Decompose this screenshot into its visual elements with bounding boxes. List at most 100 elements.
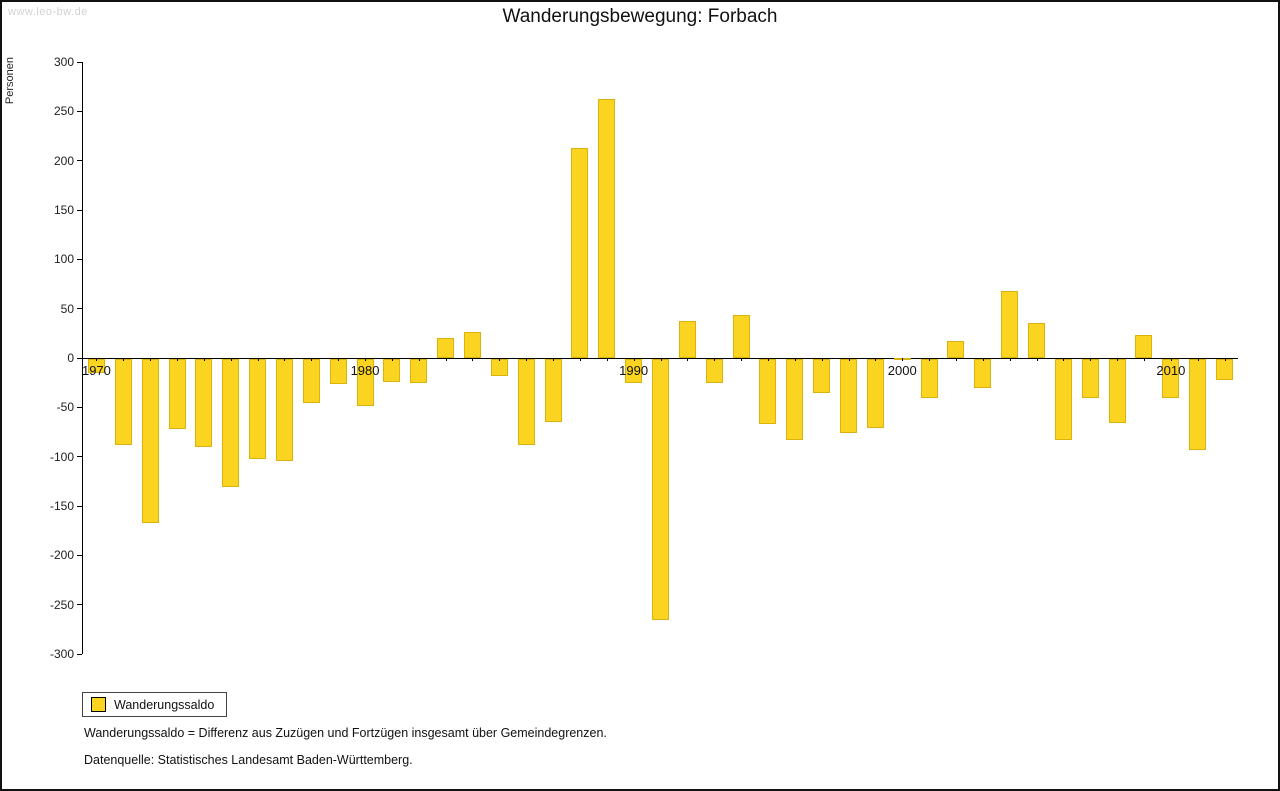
- x-axis-tick-label: 2000: [887, 363, 917, 378]
- x-axis-tick: [284, 358, 286, 361]
- y-axis-tick: [77, 505, 82, 507]
- legend-box: Wanderungssaldo: [82, 692, 228, 717]
- x-axis-tick: [767, 358, 769, 361]
- x-axis-tick: [821, 358, 823, 361]
- bar: [544, 358, 562, 422]
- x-axis-tick: [955, 358, 957, 361]
- bar: [1189, 358, 1207, 451]
- bar: [813, 358, 831, 394]
- x-axis-tick: [96, 358, 98, 361]
- bar: [759, 358, 777, 424]
- y-axis-tick: [77, 258, 82, 260]
- x-axis-tick: [794, 358, 796, 361]
- x-axis-tick: [445, 358, 447, 361]
- x-axis-tick: [1063, 358, 1065, 361]
- bar: [490, 358, 508, 377]
- legend-label: Wanderungssaldo: [114, 697, 215, 712]
- y-axis-tick-label: 0: [67, 351, 74, 365]
- bar: [705, 358, 723, 384]
- bar: [302, 358, 320, 403]
- x-axis-tick: [714, 358, 716, 361]
- bar: [947, 341, 965, 358]
- bar: [598, 98, 616, 358]
- plot-area: -300 -250 -200 -150 -100 -50 0 50 100 150 200 250 30…: [50, 55, 1238, 661]
- x-axis-tick: [687, 358, 689, 361]
- x-axis-tick: [526, 358, 528, 361]
- bar: [1108, 358, 1126, 423]
- bar: [678, 321, 696, 358]
- x-axis-tick-label: 1970: [81, 363, 111, 378]
- y-axis-tick-label: 50: [60, 301, 74, 316]
- x-axis-tick: [606, 358, 608, 361]
- bar: [1081, 358, 1099, 398]
- y-axis-tick-label: -200: [49, 548, 74, 563]
- chart-title: Wanderungsbewegung: Forbach: [502, 6, 778, 27]
- x-axis-tick: [230, 358, 232, 361]
- bar: [249, 358, 267, 460]
- x-axis-tick: [848, 358, 850, 361]
- x-axis-tick: [1143, 358, 1145, 361]
- x-axis-tick: [177, 358, 178, 361]
- x-axis-tick: [579, 358, 581, 361]
- x-axis-tick: [741, 358, 743, 361]
- y-axis-tick-label: -300: [49, 647, 74, 661]
- x-axis-tick: [123, 358, 125, 361]
- y-axis-tick: [77, 456, 82, 458]
- x-axis-tick: [150, 358, 152, 361]
- x-axis-tick: [1117, 358, 1119, 361]
- y-axis-tick: [77, 308, 82, 310]
- bar: [1001, 290, 1019, 358]
- bar: [866, 358, 884, 428]
- x-axis-tick: [1197, 358, 1199, 361]
- x-axis-tick-label: 1990: [619, 363, 649, 378]
- x-axis-tick: [660, 358, 662, 361]
- y-axis-tick-label: 250: [53, 104, 74, 119]
- x-axis-tick: [472, 358, 474, 361]
- bar: [222, 358, 240, 487]
- bar: [1135, 335, 1153, 358]
- footnote-definition: Wanderungssaldo = Differenz aus Zuzügen …: [84, 726, 607, 740]
- y-axis-tick-label: 300: [53, 55, 74, 69]
- y-axis-tick-label: -150: [49, 499, 74, 513]
- x-axis-tick: [338, 358, 340, 361]
- bar: [1216, 358, 1234, 381]
- bar: [437, 338, 455, 358]
- y-axis-tick-label: 200: [53, 153, 74, 168]
- x-axis-tick: [633, 358, 635, 361]
- x-axis-tick: [1036, 358, 1038, 361]
- bar: [974, 358, 992, 389]
- bar: [1028, 323, 1046, 358]
- y-axis-tick-label: -250: [49, 597, 74, 612]
- watermark: www.leo-bw.de: [8, 6, 88, 18]
- x-axis-tick: [1009, 358, 1011, 361]
- y-axis-tick-label: 150: [53, 203, 74, 217]
- x-axis-tick: [203, 358, 205, 361]
- bar: [840, 358, 858, 433]
- x-axis-tick: [929, 358, 931, 361]
- x-axis-tick: [311, 358, 313, 361]
- y-axis-tick-label: -100: [49, 449, 74, 464]
- x-axis-tick: [875, 358, 877, 361]
- bar: [410, 358, 428, 384]
- x-axis-tick: [1090, 358, 1092, 361]
- y-axis-tick: [77, 209, 82, 211]
- bar: [786, 358, 804, 441]
- bar: [329, 358, 347, 385]
- bar: [732, 314, 750, 358]
- x-axis-tick: [365, 358, 367, 361]
- bar: [383, 358, 401, 383]
- x-axis-tick: [553, 358, 555, 361]
- y-axis-title: Personen: [4, 57, 16, 105]
- x-axis-tick: [1170, 358, 1172, 361]
- y-axis-tick: [77, 554, 82, 556]
- bar: [463, 332, 481, 358]
- y-axis-tick: [77, 110, 82, 112]
- x-axis-tick: [391, 358, 393, 361]
- y-axis-tick: [77, 160, 82, 162]
- x-axis-tick-label: 2010: [1156, 363, 1186, 378]
- y-axis-tick: [77, 61, 82, 63]
- bar: [141, 358, 159, 524]
- y-axis-tick: [77, 653, 82, 655]
- y-axis-tick-label: 100: [53, 252, 74, 267]
